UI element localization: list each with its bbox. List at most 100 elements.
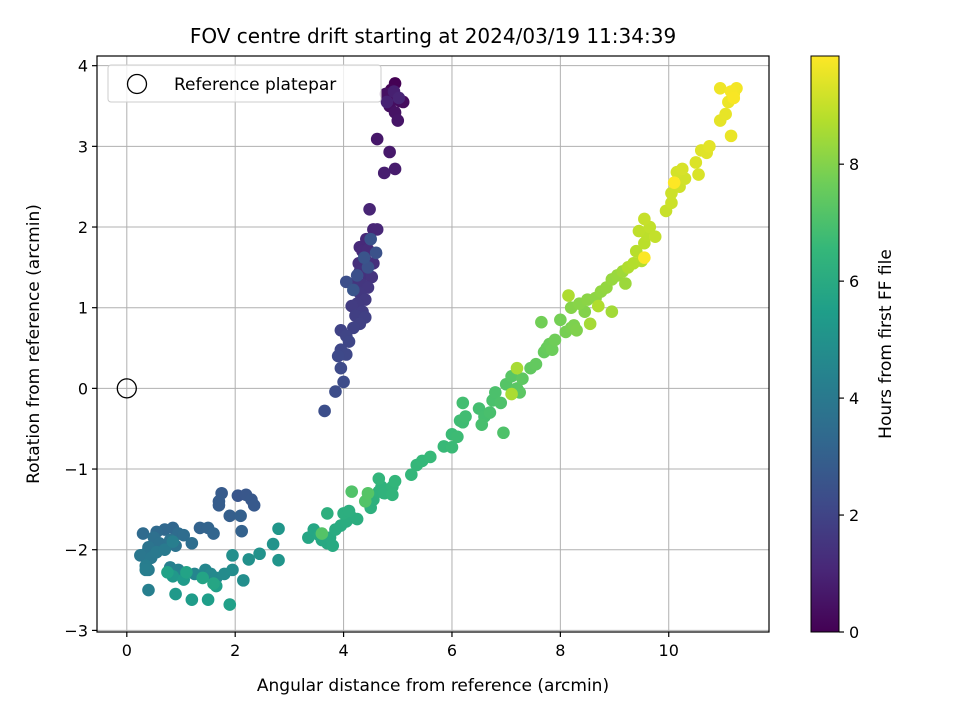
- data-point: [212, 499, 226, 512]
- data-point: [423, 450, 437, 464]
- data-point: [361, 486, 375, 500]
- data-point: [369, 246, 383, 260]
- data-point: [223, 598, 237, 611]
- data-point: [234, 509, 247, 523]
- data-points: [134, 77, 743, 611]
- x-tick-label: 6: [447, 641, 457, 660]
- data-point: [357, 251, 371, 264]
- data-point: [383, 145, 396, 159]
- data-point: [391, 114, 405, 127]
- data-point: [562, 289, 575, 302]
- data-point: [196, 571, 209, 585]
- data-point: [510, 361, 524, 375]
- y-tick-label: 1: [78, 299, 88, 318]
- data-point: [185, 536, 199, 550]
- data-point: [142, 583, 155, 597]
- data-point: [207, 527, 220, 540]
- data-point: [364, 232, 377, 246]
- data-point: [591, 299, 605, 313]
- legend: Reference platepar: [107, 64, 382, 103]
- data-point: [516, 372, 529, 385]
- data-point: [505, 387, 518, 401]
- colorbar-tick-label: 0: [849, 623, 859, 642]
- data-point: [331, 349, 345, 363]
- y-tick-label: 3: [78, 137, 88, 156]
- data-point: [554, 313, 567, 327]
- data-point: [451, 430, 464, 444]
- data-point: [315, 527, 329, 540]
- x-ticks: 0 2 4 6 8 10: [122, 632, 679, 660]
- data-point: [570, 323, 583, 337]
- legend-box: [107, 64, 382, 103]
- y-tick-label: 0: [78, 379, 88, 398]
- data-point: [161, 566, 174, 579]
- data-point: [201, 593, 215, 607]
- data-point: [605, 305, 619, 319]
- data-point: [350, 512, 364, 526]
- data-point: [345, 299, 359, 313]
- data-point: [370, 132, 384, 146]
- data-point: [136, 527, 150, 540]
- data-point: [207, 577, 220, 590]
- x-tick-label: 10: [659, 641, 679, 660]
- data-point: [494, 396, 508, 410]
- data-point: [703, 140, 716, 153]
- data-point: [337, 375, 350, 389]
- data-point: [667, 176, 681, 189]
- data-point: [342, 335, 356, 348]
- data-point: [497, 426, 510, 440]
- data-point: [535, 315, 548, 329]
- data-point: [445, 440, 459, 454]
- y-axis-label: Rotation from reference (arcmin): [24, 204, 44, 484]
- y-tick-label: −3: [64, 621, 88, 640]
- y-tick-label: −1: [64, 460, 88, 479]
- data-point: [619, 277, 632, 290]
- data-point: [272, 522, 285, 536]
- data-point: [632, 224, 646, 238]
- data-point: [334, 361, 348, 375]
- data-point: [185, 593, 199, 607]
- data-point: [318, 404, 331, 418]
- gridlines: [97, 56, 769, 632]
- data-point: [134, 549, 147, 562]
- data-point: [583, 317, 597, 331]
- data-point: [329, 385, 342, 398]
- data-point: [177, 528, 191, 542]
- data-point: [169, 587, 182, 601]
- data-point: [253, 547, 266, 561]
- data-point: [483, 406, 497, 419]
- data-point: [266, 537, 280, 551]
- data-point: [638, 212, 651, 226]
- data-point: [719, 107, 732, 121]
- colorbar-tick-label: 6: [849, 272, 859, 291]
- x-axis-label: Angular distance from reference (arcmin): [257, 676, 609, 696]
- data-point: [638, 251, 651, 264]
- data-point: [326, 539, 340, 552]
- data-point: [456, 396, 470, 410]
- data-point: [727, 91, 741, 105]
- colorbar: [810, 55, 840, 633]
- data-point: [272, 553, 285, 567]
- data-point: [345, 485, 359, 498]
- data-point: [380, 95, 394, 109]
- data-point: [405, 468, 418, 481]
- colorbar-tick-label: 4: [849, 389, 859, 408]
- data-point: [529, 357, 543, 371]
- data-point: [459, 410, 472, 423]
- data-point: [226, 549, 239, 562]
- data-point: [386, 488, 399, 502]
- data-point: [392, 91, 406, 105]
- data-point: [489, 386, 502, 399]
- data-point: [689, 156, 703, 169]
- data-point: [237, 574, 250, 587]
- x-tick-label: 0: [122, 641, 132, 660]
- data-point: [342, 504, 356, 518]
- data-point: [388, 474, 402, 488]
- data-point: [361, 261, 375, 274]
- data-point: [545, 343, 559, 356]
- x-tick-label: 2: [230, 641, 240, 660]
- data-point: [388, 162, 402, 176]
- data-point: [363, 202, 376, 216]
- colorbar-tick-label: 2: [849, 506, 859, 525]
